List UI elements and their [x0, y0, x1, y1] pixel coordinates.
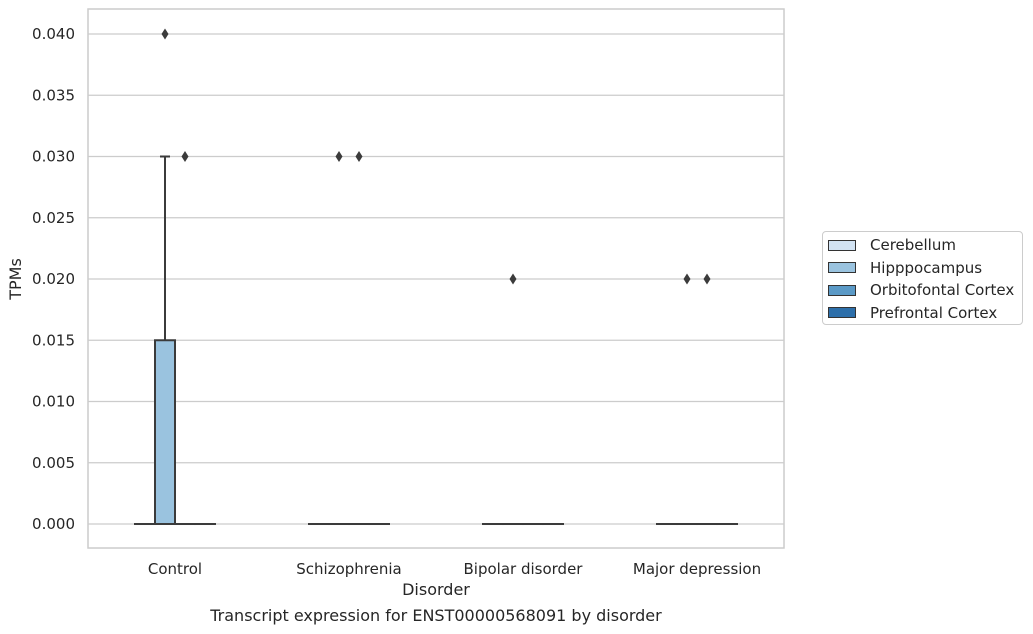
y-tick-label: 0.040 — [32, 25, 75, 43]
legend-label: Prefrontal Cortex — [870, 303, 998, 322]
x-tick-labels: Control Schizophrenia Bipolar disorder Majo… — [148, 560, 761, 578]
outlier-point — [335, 151, 343, 162]
y-tick-label: 0.000 — [32, 515, 75, 533]
plot-frame — [87, 8, 785, 549]
box-marks — [134, 28, 738, 526]
y-tick-labels: 0.000 0.005 0.010 0.015 0.020 0.025 0.030 0.035… — [32, 25, 75, 533]
y-tick-label: 0.025 — [32, 209, 75, 227]
outlier-point — [509, 273, 517, 285]
y-tick-label: 0.015 — [32, 331, 75, 349]
x-axis-label: Disorder — [402, 580, 470, 599]
y-axis-label: TPMs — [6, 258, 25, 301]
y-tick-label: 0.005 — [32, 454, 75, 472]
legend: Cerebellum Hipppocampus Orbitofontal Corte… — [822, 231, 1023, 325]
legend-item: Cerebellum — [828, 235, 956, 255]
legend-label: Cerebellum — [870, 236, 956, 254]
legend-item: Orbitofontal Cortex — [828, 280, 1014, 300]
outlier-point — [683, 273, 691, 285]
outlier-point — [181, 151, 189, 162]
chart-caption: Transcript expression for ENST0000056809… — [210, 606, 662, 625]
legend-label: Orbitofontal Cortex — [870, 281, 1015, 299]
legend-swatch — [828, 239, 856, 251]
legend-label: Hipppocampus — [870, 258, 983, 277]
x-tick-label: Schizophrenia — [296, 560, 401, 578]
y-tick-label: 0.035 — [32, 86, 75, 104]
legend-item: Hipppocampus — [828, 258, 982, 278]
y-tick-label: 0.030 — [32, 148, 75, 166]
x-tick-label: Control — [148, 560, 202, 578]
outlier-point — [355, 151, 363, 162]
legend-item: Prefrontal Cortex — [828, 303, 997, 323]
box — [154, 339, 176, 525]
legend-swatch — [828, 307, 856, 318]
x-tick-label: Bipolar disorder — [464, 560, 584, 578]
y-tick-label: 0.010 — [32, 393, 75, 411]
outlier-point — [703, 273, 711, 285]
y-tick-label: 0.020 — [32, 270, 75, 288]
grid-lines — [88, 33, 784, 525]
x-tick-label: Major depression — [633, 560, 761, 578]
legend-swatch — [828, 262, 856, 273]
outlier-point — [161, 28, 169, 40]
legend-swatch — [828, 284, 856, 296]
